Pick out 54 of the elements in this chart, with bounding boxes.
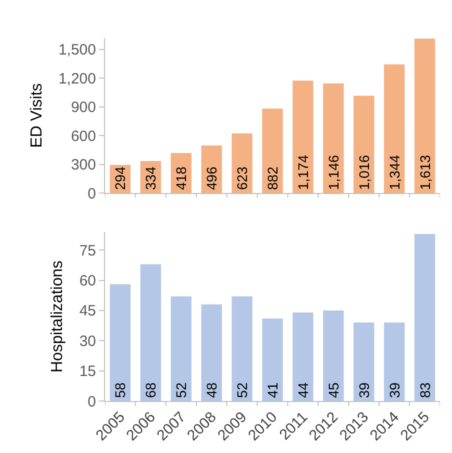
y-tick-label: 0 (88, 393, 96, 410)
data-label: 294 (112, 166, 128, 190)
y-tick-label: 15 (79, 363, 96, 380)
y-tick-label: 60 (79, 272, 96, 290)
bar (140, 264, 162, 401)
y-tick-label: 75 (79, 242, 96, 260)
data-label: 39 (356, 382, 372, 398)
y-tick-label: 0 (88, 185, 96, 202)
data-label: 1,174 (294, 154, 311, 190)
y-tick-label: 300 (70, 156, 96, 174)
data-label: 882 (264, 166, 280, 190)
data-label: 39 (386, 382, 402, 398)
data-label: 623 (234, 166, 250, 190)
bar (292, 312, 314, 401)
data-label: 68 (142, 382, 159, 398)
bar (384, 64, 405, 193)
bar (354, 322, 374, 401)
bar (262, 108, 283, 193)
data-label: 496 (204, 166, 220, 190)
y-tick-label: 600 (70, 128, 96, 145)
data-label: 52 (173, 382, 190, 398)
bar (414, 234, 436, 401)
y-tick-label: 1,200 (58, 70, 96, 88)
y-tick-label: 1,500 (58, 42, 96, 59)
bar (170, 296, 192, 401)
bar (354, 96, 374, 193)
data-label: 41 (264, 382, 280, 398)
bar (414, 38, 436, 193)
data-label: 1,146 (325, 154, 342, 190)
data-label: 418 (173, 166, 190, 190)
bar (201, 304, 222, 401)
bar (262, 318, 283, 401)
data-label: 1,344 (386, 154, 402, 190)
bar (323, 310, 344, 401)
y-tick-label: 900 (70, 99, 96, 116)
bar (292, 80, 314, 193)
data-label: 45 (325, 382, 342, 398)
data-label: 334 (142, 166, 159, 190)
bar (110, 284, 131, 401)
bar (384, 322, 405, 401)
bar (232, 296, 252, 401)
data-label: 52 (234, 382, 250, 398)
y-tick-label: 45 (79, 302, 96, 320)
data-label: 1,613 (416, 154, 433, 190)
data-label: 48 (204, 382, 220, 398)
bar (232, 133, 252, 193)
y-axis-title: Hospitalizations (49, 260, 66, 373)
data-label: 1,016 (356, 154, 372, 190)
y-tick-label: 30 (79, 332, 96, 350)
data-label: 44 (294, 382, 311, 398)
bar (323, 83, 344, 193)
y-axis-title: ED Visits (28, 83, 46, 148)
data-label: 58 (112, 382, 128, 398)
data-label: 83 (416, 382, 433, 398)
